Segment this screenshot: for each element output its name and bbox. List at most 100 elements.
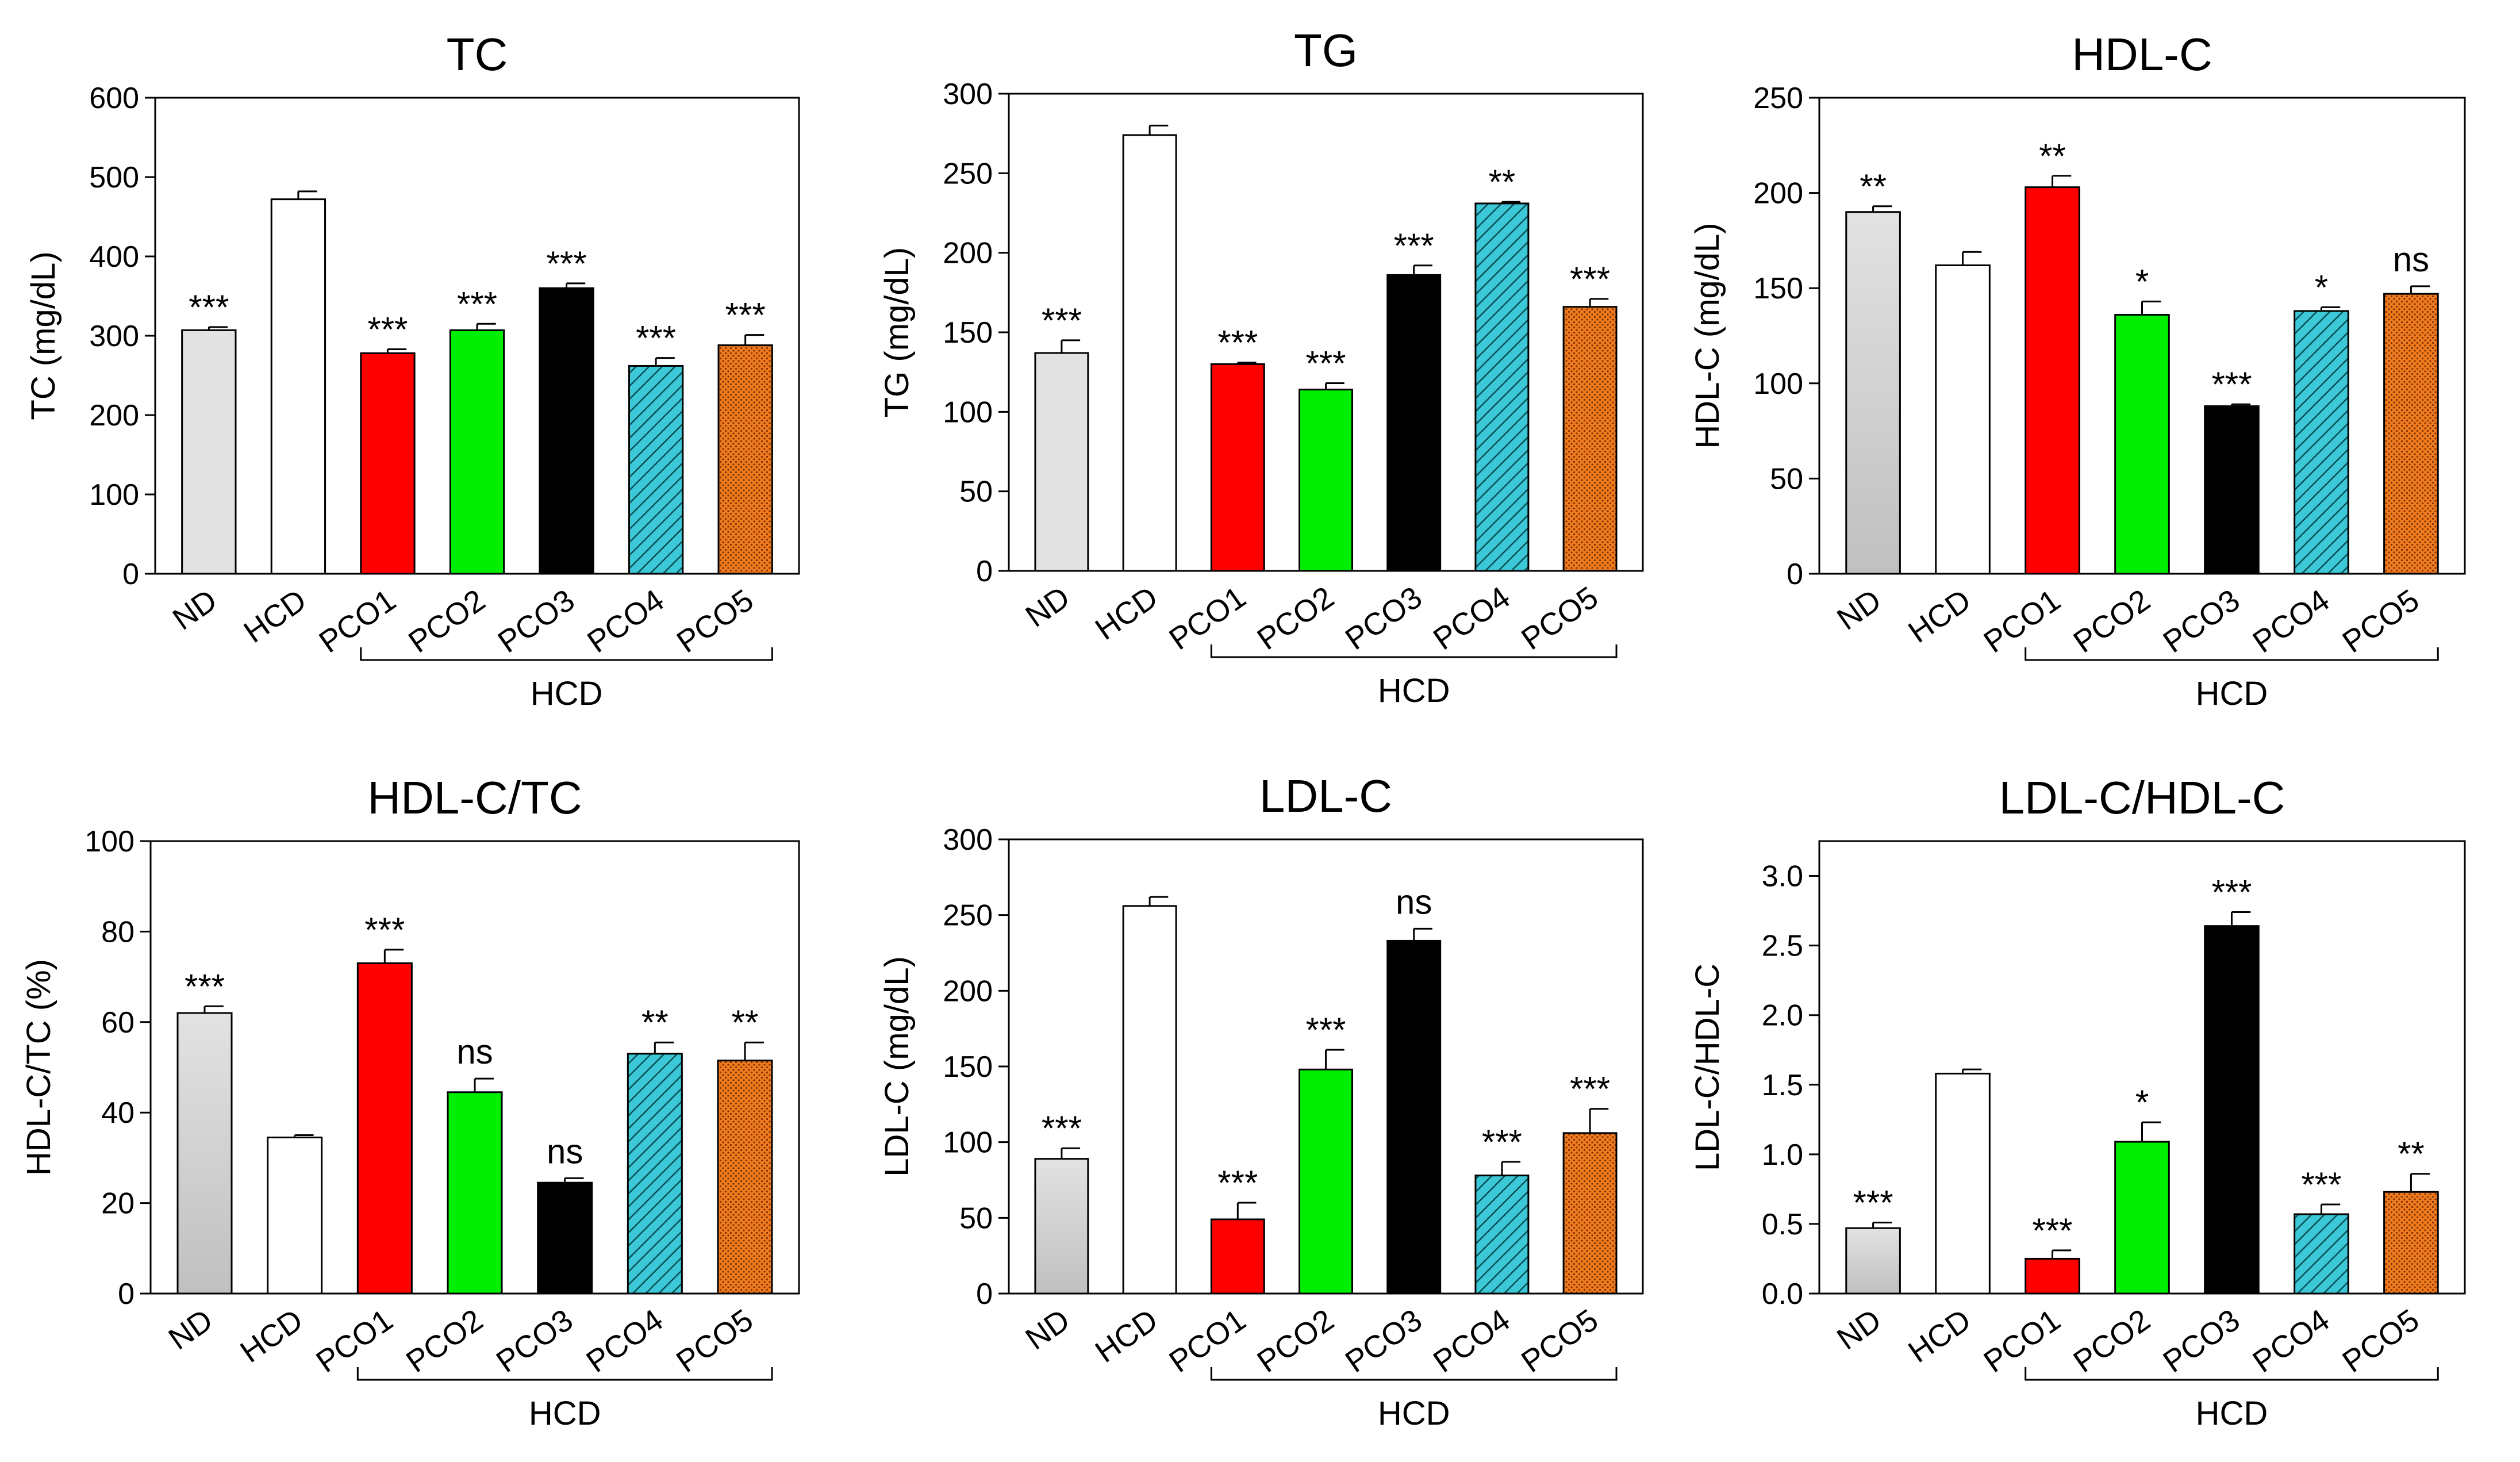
category-label: PCO2 [1251, 1303, 1340, 1380]
plot-frame [1008, 838, 1644, 1295]
category-label: PCO2 [2068, 583, 2157, 660]
category-label: PCO3 [2157, 1303, 2246, 1380]
plot-frame [1008, 93, 1644, 572]
bar-nd [1034, 352, 1089, 572]
category-label: PCO3 [492, 583, 581, 660]
category-label: PCO4 [1427, 1303, 1516, 1380]
bar-pco5 [2383, 1191, 2439, 1295]
category-label: PCO1 [1978, 583, 2067, 660]
significance-label: * [2135, 262, 2149, 301]
significance-label: *** [2301, 1165, 2341, 1204]
bar-pco2 [449, 329, 505, 575]
category-label: PCO3 [2157, 583, 2246, 660]
bar-pco4 [627, 1053, 683, 1295]
group-label: HCD [1378, 672, 1450, 709]
significance-label: *** [2211, 365, 2252, 404]
y-tick-label: 300 [943, 823, 993, 857]
significance-label: *** [1570, 1070, 1610, 1108]
chart-4: HDL-C/TC HDL-C/TC (%) 0 20 40 60 80 100 *** ND HCD… [20, 772, 800, 1432]
group-label: HCD [531, 675, 603, 712]
group-label: HCD [529, 1395, 601, 1432]
significance-label: ** [2039, 137, 2066, 175]
bar-pco5 [1562, 306, 1618, 572]
y-tick-label: 100 [89, 478, 139, 512]
category-label: PCO1 [1978, 1303, 2067, 1380]
category-label: PCO3 [490, 1303, 579, 1380]
bar-pco1 [2025, 186, 2080, 575]
y-tick-label: 200 [89, 399, 139, 432]
group-bracket [1210, 644, 1618, 658]
y-tick-label: 1.0 [1762, 1138, 1803, 1172]
group-bracket [2025, 1367, 2439, 1381]
bar-hcd [1935, 264, 1991, 575]
y-tick-label: 20 [101, 1187, 135, 1221]
category-label: HCD [238, 583, 313, 650]
y-tick-label: 0.0 [1762, 1277, 1803, 1311]
significance-label: *** [2211, 873, 2252, 911]
bar-pco5 [717, 1060, 773, 1295]
bar-pco3 [2204, 925, 2260, 1295]
y-tick-label: 50 [1770, 462, 1803, 496]
group-label: HCD [2196, 675, 2268, 712]
y-tick-label: 1.5 [1762, 1069, 1803, 1102]
chart-1: TC TC (mg/dL) 0 100 200 300 400 500 600 *** ND HCD *… [25, 29, 800, 712]
category-label: ND [1831, 583, 1887, 637]
category-label: PCO5 [1515, 580, 1604, 657]
significance-label: *** [189, 288, 229, 327]
y-tick-label: 3.0 [1762, 860, 1803, 893]
plot-frame [149, 840, 800, 1295]
significance-label: *** [364, 911, 405, 949]
significance-label: *** [1853, 1184, 1893, 1222]
y-axis-label: LDL-C (mg/dL) [878, 956, 916, 1177]
category-label: HCD [1089, 580, 1164, 647]
bar-pco1 [356, 962, 413, 1295]
chart-title: TG [1294, 25, 1358, 76]
significance-label: *** [1305, 1011, 1346, 1049]
bar-pco5 [717, 344, 773, 575]
significance-label: *** [725, 296, 766, 335]
category-label: PCO4 [2246, 1303, 2335, 1380]
y-tick-label: 200 [1753, 177, 1803, 210]
bar-pco4 [2294, 310, 2349, 575]
y-axis-label: LDL-C/HDL-C [1689, 964, 1726, 1171]
y-tick-label: 40 [101, 1096, 135, 1130]
bar-pco2 [447, 1091, 503, 1295]
significance-label: ** [732, 1003, 759, 1042]
y-tick-label: 0 [976, 555, 993, 588]
chart-title: LDL-C [1259, 770, 1392, 822]
y-tick-label: 600 [89, 82, 139, 115]
y-tick-label: 50 [959, 475, 993, 509]
chart-title: HDL-C [2072, 29, 2212, 80]
significance-label: *** [1042, 1109, 1082, 1148]
y-axis-label: TG (mg/dL) [878, 247, 916, 418]
significance-label: *** [1570, 260, 1610, 298]
significance-label: ** [641, 1003, 669, 1042]
category-label: PCO3 [1339, 1303, 1428, 1380]
significance-label: *** [367, 310, 408, 348]
significance-label: ** [2398, 1135, 2425, 1173]
bar-pco3 [1386, 939, 1442, 1295]
bar-pco1 [1210, 363, 1265, 572]
category-label: PCO4 [580, 1303, 669, 1380]
bar-nd [181, 329, 237, 575]
category-label: PCO2 [2068, 1303, 2157, 1380]
category-label: HCD [234, 1303, 309, 1369]
bar-nd [1034, 1158, 1089, 1295]
category-label: PCO5 [2336, 583, 2425, 660]
y-tick-label: 250 [943, 157, 993, 190]
significance-label: ns [1396, 882, 1432, 921]
category-label: ND [163, 1303, 219, 1357]
y-tick-label: 500 [89, 161, 139, 194]
bar-pco5 [1562, 1132, 1618, 1295]
bar-nd [1845, 211, 1901, 575]
y-tick-label: 0 [976, 1277, 993, 1311]
significance-label: *** [636, 319, 676, 358]
significance-label: *** [1217, 1164, 1258, 1202]
significance-label: ** [1489, 163, 1516, 201]
bar-pco3 [1386, 274, 1442, 572]
category-label: PCO2 [1251, 580, 1340, 657]
category-label: PCO1 [310, 1303, 399, 1380]
